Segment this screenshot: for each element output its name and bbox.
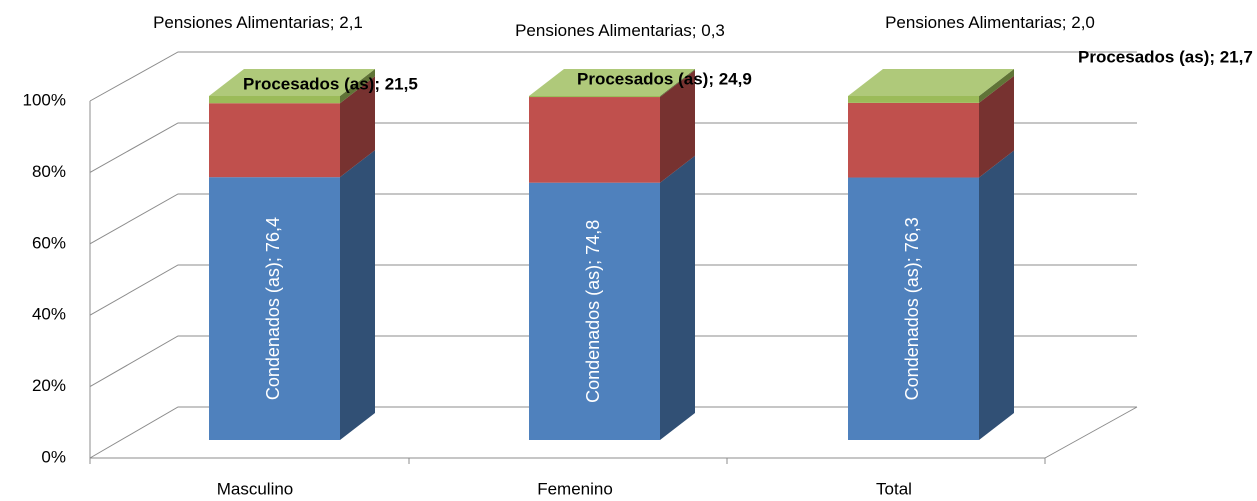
x-tick-label: Total (876, 479, 912, 498)
grid-line (89, 51, 1137, 102)
x-tick-label: Femenino (537, 479, 613, 498)
data-label: Pensiones Alimentarias; 0,3 (515, 21, 725, 40)
bar-side (979, 150, 1014, 440)
grid-line (89, 122, 1137, 173)
bar-side (340, 69, 375, 104)
bar-top (848, 69, 1014, 96)
bar-top (209, 69, 375, 96)
grid-line (89, 406, 1137, 459)
x-tick-label: Masculino (217, 479, 294, 498)
y-tick-label: 40% (32, 305, 66, 324)
bar-segment (209, 103, 340, 178)
data-label: Procesados (as); 24,9 (577, 69, 752, 88)
y-tick-label: 60% (32, 233, 66, 252)
bar-segment (529, 97, 660, 183)
y-tick-label: 80% (32, 162, 66, 181)
bar-segment (529, 182, 660, 441)
grid-line (89, 264, 1137, 316)
data-label: Condenados (as); 76,4 (263, 217, 283, 400)
bar-side (340, 150, 375, 440)
bar-segment (209, 96, 340, 104)
data-label: Procesados (as); 21,7 (1078, 47, 1253, 66)
data-label: Pensiones Alimentarias; 2,0 (885, 13, 1095, 32)
bar-segment (529, 96, 660, 98)
data-label: Procesados (as); 21,5 (243, 74, 418, 93)
bar-segment (848, 102, 979, 178)
y-tick-label: 0% (41, 447, 66, 466)
bar-side (979, 69, 1014, 103)
floor-line (1044, 406, 1138, 459)
data-label: Condenados (as); 74,8 (583, 220, 603, 403)
y-tick-label: 20% (32, 376, 66, 395)
data-label: Condenados (as); 76,3 (902, 217, 922, 400)
bar-side (660, 69, 695, 98)
y-tick-label: 100% (23, 90, 66, 109)
bar-side (660, 70, 695, 183)
bar-side (340, 76, 375, 178)
grid-line (89, 193, 1137, 245)
bar-side (979, 75, 1014, 178)
grid-line (89, 335, 1137, 388)
bar-segment (848, 177, 979, 440)
data-label: Pensiones Alimentarias; 2,1 (153, 13, 363, 32)
bar-side (660, 155, 695, 441)
bar-segment (848, 96, 979, 103)
bar-top (529, 69, 695, 96)
bar-segment (209, 177, 340, 440)
